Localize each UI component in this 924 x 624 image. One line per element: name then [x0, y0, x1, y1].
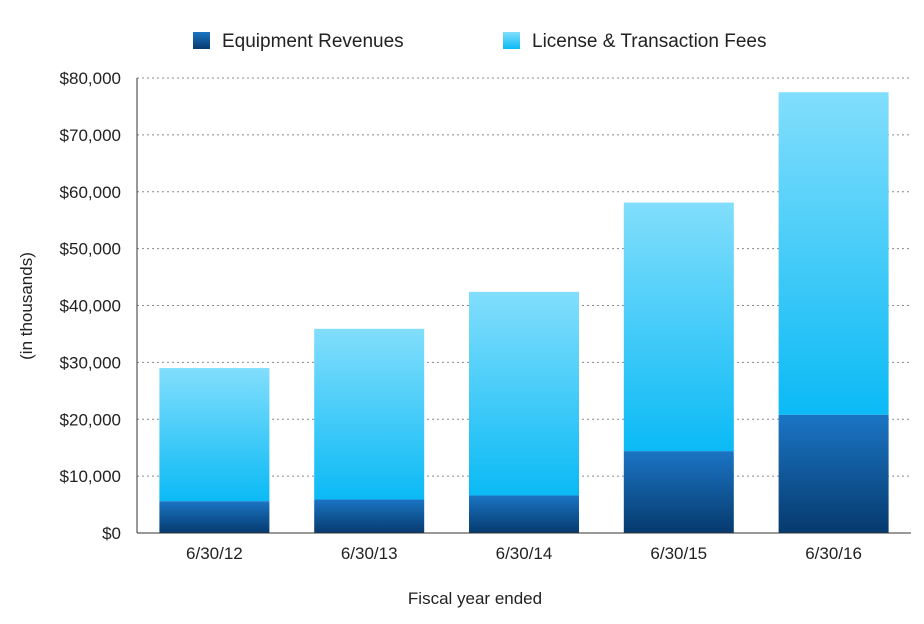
bar-segment-equipment [314, 499, 425, 533]
y-axis-title: (in thousands) [17, 252, 36, 360]
bar-segment-license [159, 368, 270, 502]
bars [159, 92, 889, 533]
y-tick-label: $30,000 [60, 353, 121, 372]
legend-label-license: License & Transaction Fees [532, 31, 766, 52]
legend-label-equipment: Equipment Revenues [222, 31, 404, 52]
x-tick-label: 6/30/13 [341, 544, 398, 563]
bar-segment-license [623, 202, 734, 452]
bar-segment-license [778, 92, 889, 415]
y-tick-label: $60,000 [60, 183, 121, 202]
y-tick-label: $80,000 [60, 69, 121, 88]
x-tick-label: 6/30/14 [496, 544, 553, 563]
x-tick-label: 6/30/15 [650, 544, 707, 563]
x-axis-title: Fiscal year ended [408, 589, 542, 608]
bar-segment-license [314, 328, 425, 500]
x-tick-label: 6/30/16 [805, 544, 862, 563]
bar-segment-license [469, 291, 579, 496]
x-axis-ticks: 6/30/12 6/30/13 6/30/14 6/30/15 6/30/16 [186, 544, 862, 563]
legend-swatch-license [503, 32, 520, 49]
y-axis-ticks: $0 $10,000 $20,000 $30,000 $40,000 $50,000 $60… [60, 69, 121, 543]
bar-segment-equipment [623, 451, 734, 533]
legend: Equipment Revenues License & Transaction… [193, 31, 766, 52]
bar-segment-equipment [469, 495, 579, 533]
y-tick-label: $10,000 [60, 467, 121, 486]
legend-swatch-equipment [193, 32, 210, 49]
bar-segment-equipment [778, 414, 889, 533]
legend-item-equipment: Equipment Revenues [193, 31, 404, 52]
y-tick-label: $50,000 [60, 240, 121, 259]
y-tick-label: $0 [102, 524, 121, 543]
legend-item-license: License & Transaction Fees [503, 31, 766, 52]
y-tick-label: $40,000 [60, 297, 121, 316]
bar-segment-equipment [159, 501, 270, 533]
y-tick-label: $70,000 [60, 126, 121, 145]
y-tick-label: $20,000 [60, 410, 121, 429]
x-tick-label: 6/30/12 [186, 544, 243, 563]
